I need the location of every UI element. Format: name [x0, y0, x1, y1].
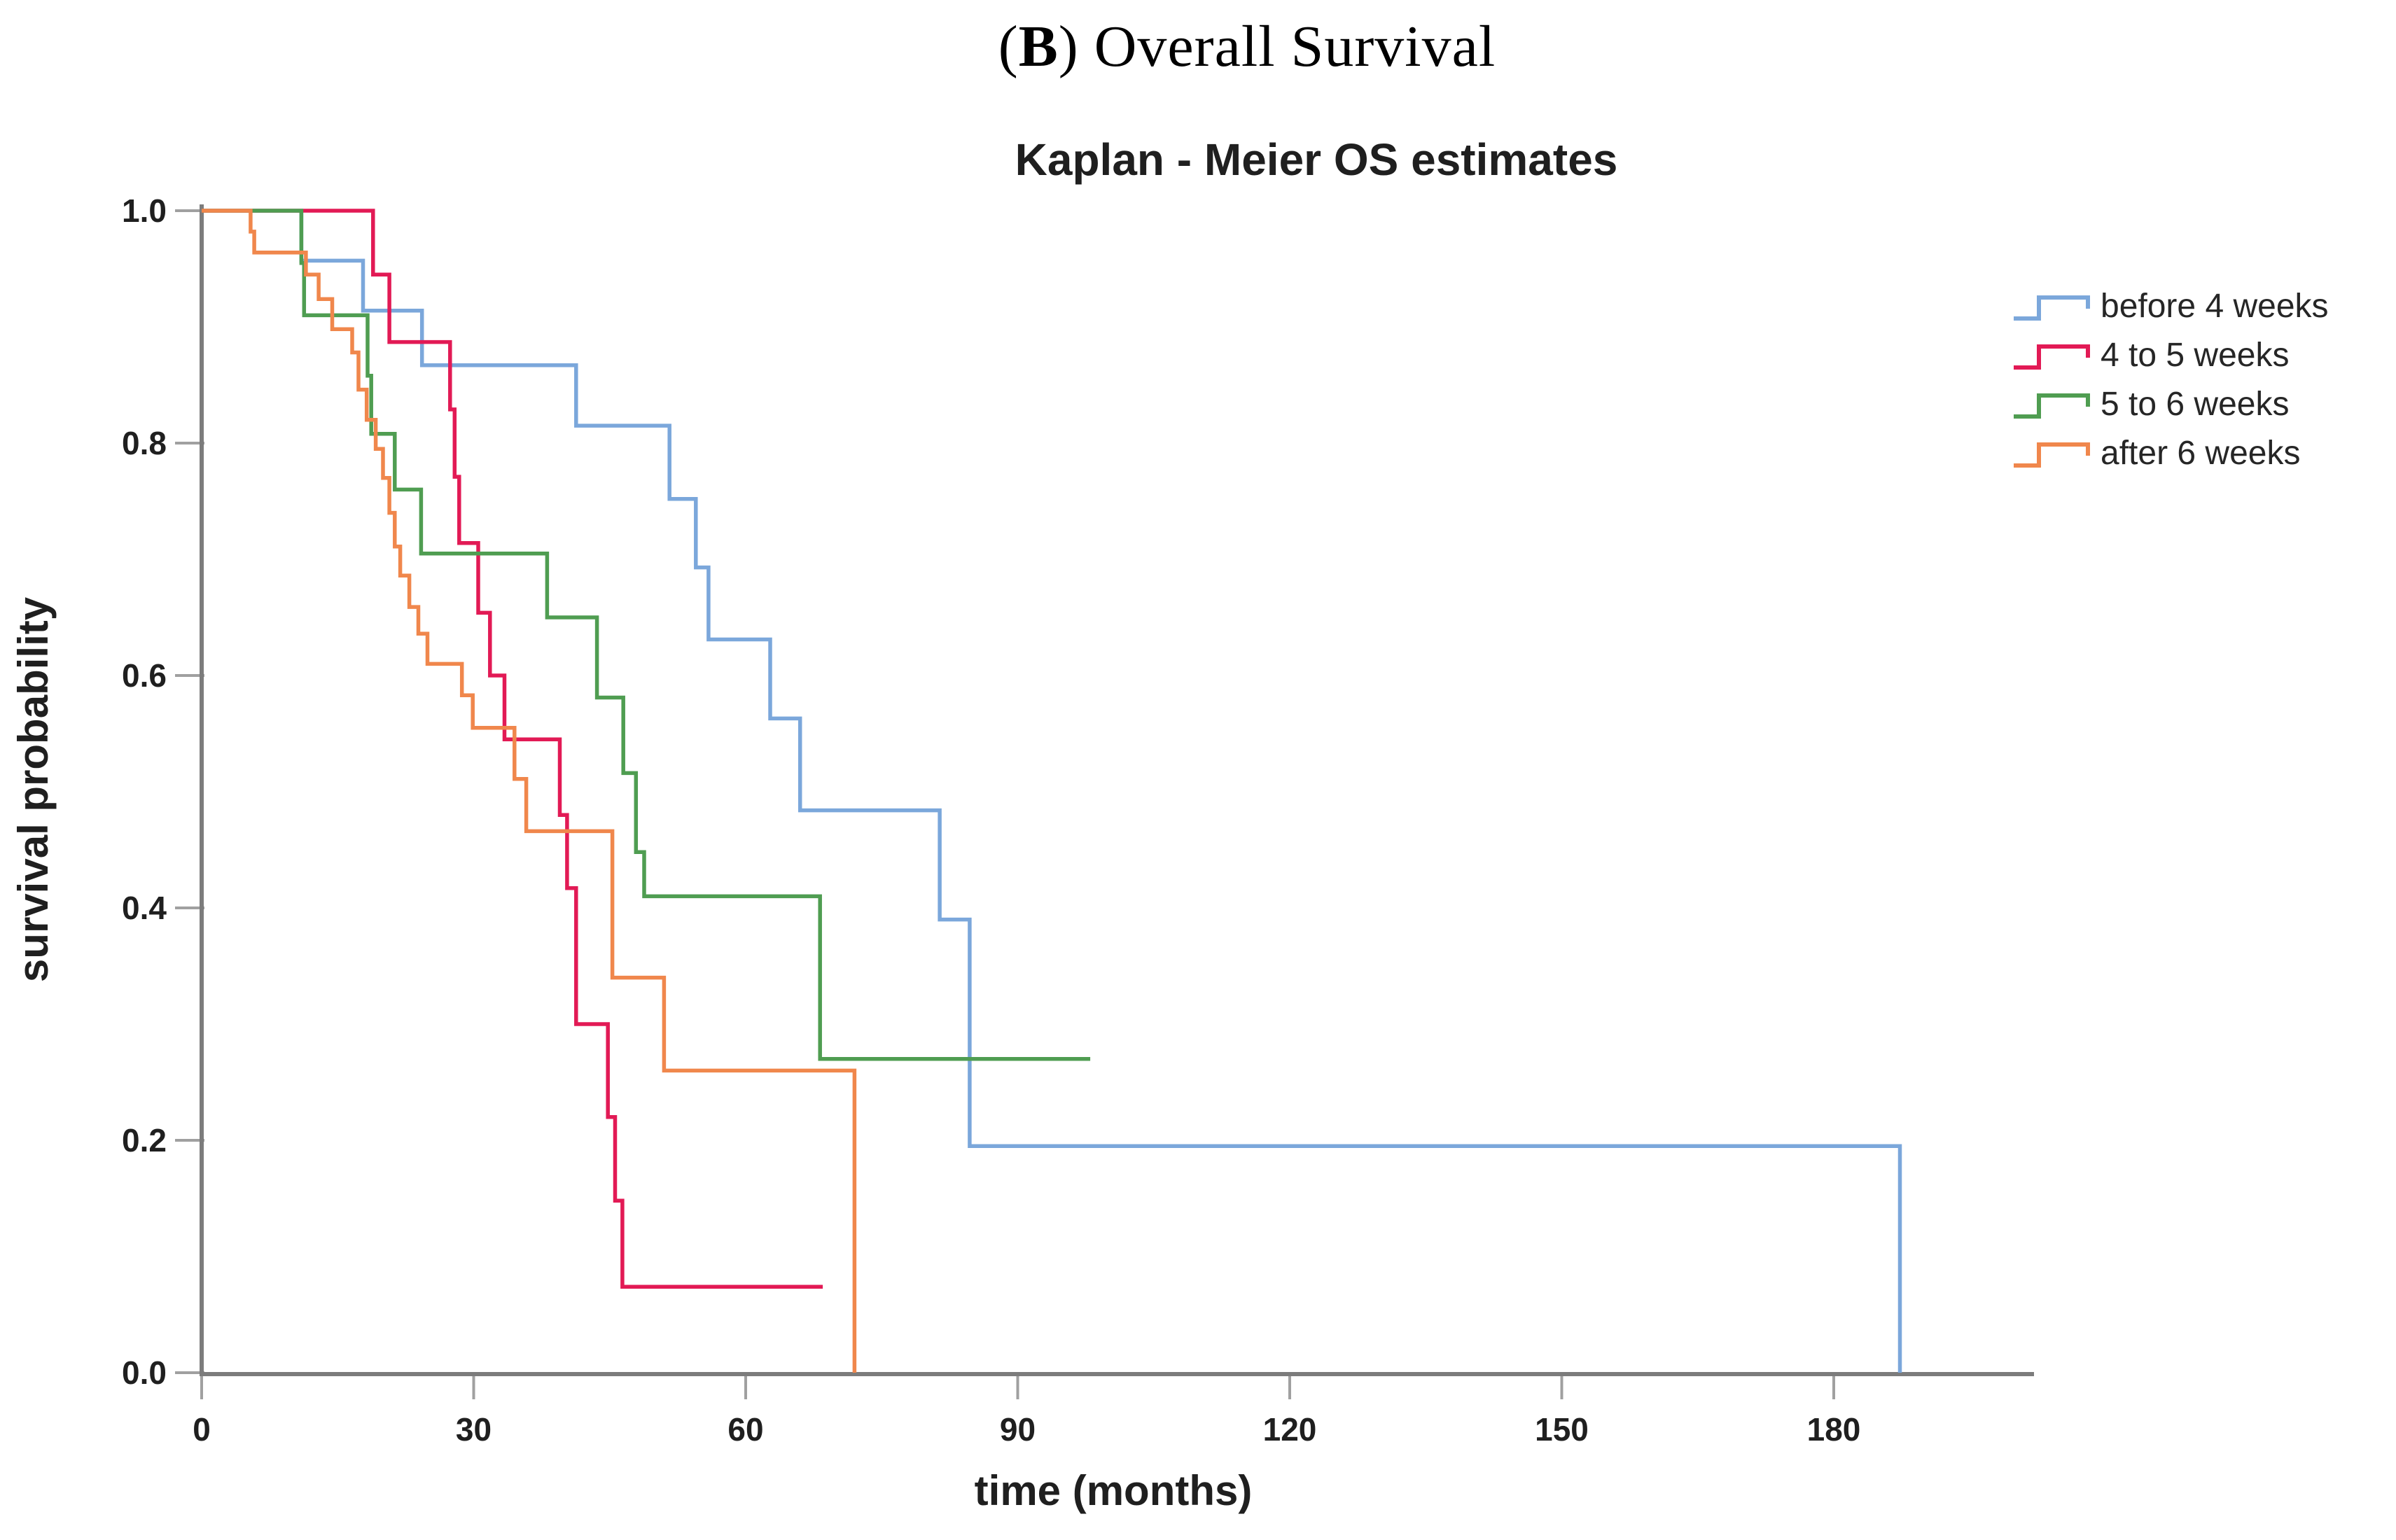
y-axis-title: survival probability: [10, 596, 57, 982]
x-tick-label: 30: [456, 1411, 492, 1448]
x-axis-title: time (months): [975, 1467, 1253, 1514]
x-tick-label: 90: [1000, 1411, 1036, 1448]
y-tick-label: 0.2: [122, 1122, 167, 1158]
legend-symbol-5-to-6-weeks: [2014, 393, 2090, 419]
legend-symbol-before-4-weeks: [2014, 295, 2090, 321]
series-4-to-5-weeks: [202, 209, 823, 1289]
figure-title-open: (: [998, 14, 1019, 79]
legend-label-before-4-weeks: before 4 weeks: [2101, 288, 2329, 325]
x-tick-label: 60: [727, 1411, 763, 1448]
x-tick-label: 0: [193, 1411, 211, 1448]
y-tick-label: 0.0: [122, 1354, 167, 1391]
y-tick-label: 0.8: [122, 425, 167, 461]
y-tick-label: 0.4: [122, 890, 167, 926]
legend-symbol-4-to-5-weeks: [2014, 344, 2090, 370]
figure-title-panel-letter: B: [1018, 14, 1059, 79]
series-before-4-weeks: [202, 209, 1902, 1373]
series-5-to-6-weeks: [202, 209, 1091, 1061]
legend-label-after-6-weeks: after 6 weeks: [2101, 435, 2300, 472]
x-tick-label: 180: [1807, 1411, 1861, 1448]
y-tick-label: 0.6: [122, 657, 167, 694]
legend-label-4-to-5-weeks: 4 to 5 weeks: [2101, 337, 2289, 374]
chart-title: Kaplan - Meier OS estimates: [1015, 134, 1618, 185]
series-after-6-weeks: [202, 209, 857, 1373]
figure-title-rest: ) Overall Survival: [1058, 14, 1496, 79]
figure-title: (B) Overall Survival: [49, 13, 2396, 80]
x-tick-label: 150: [1535, 1411, 1589, 1448]
legend-symbol-after-6-weeks: [2014, 442, 2090, 468]
legend-label-5-to-6-weeks: 5 to 6 weeks: [2101, 386, 2289, 423]
y-tick-label: 1.0: [122, 192, 167, 229]
x-tick-label: 120: [1263, 1411, 1317, 1448]
